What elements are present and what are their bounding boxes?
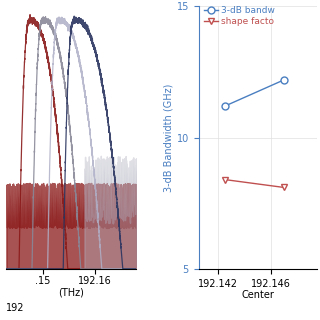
Text: 192: 192 xyxy=(6,303,25,313)
3-dB bandw xyxy=(282,78,286,82)
shape facto xyxy=(223,178,227,181)
X-axis label: Center: Center xyxy=(241,290,274,300)
Y-axis label: 3-dB Bandwidth (GHz): 3-dB Bandwidth (GHz) xyxy=(164,84,174,192)
Line: shape facto: shape facto xyxy=(221,176,287,191)
Legend: 3-dB bandw, shape facto: 3-dB bandw, shape facto xyxy=(204,6,275,26)
3-dB bandw xyxy=(223,104,227,108)
Line: 3-dB bandw: 3-dB bandw xyxy=(221,76,287,109)
X-axis label: (THz): (THz) xyxy=(59,288,84,298)
shape facto xyxy=(282,186,286,189)
